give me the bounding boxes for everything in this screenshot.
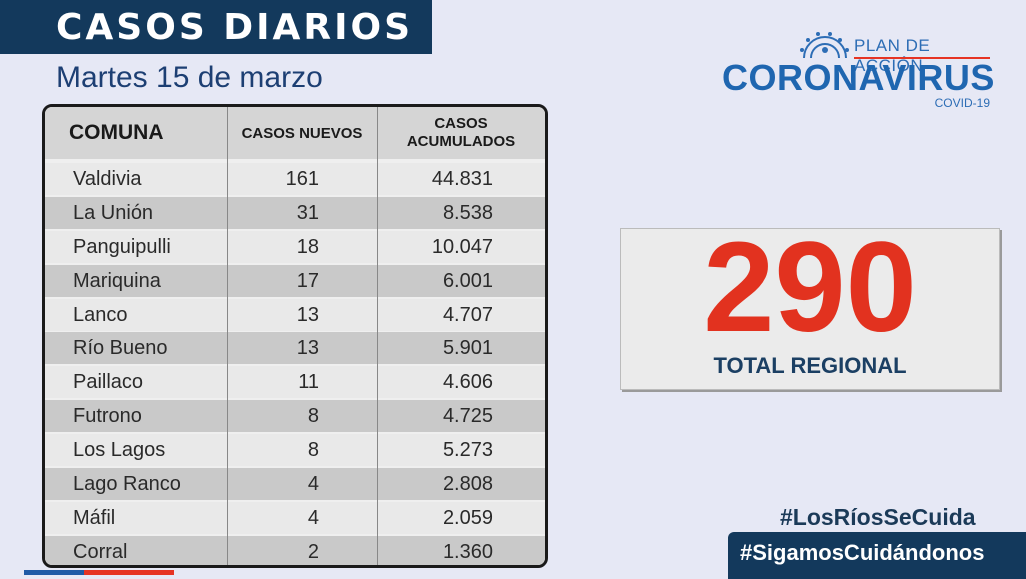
cell-casos-nuevos: 11 — [298, 371, 319, 394]
header-banner: CASOS DIARIOS — [0, 0, 432, 54]
logo-plan-text: PLAN DE ACCIÓN — [854, 36, 931, 75]
cell-casos-acumulados: 1.360 — [442, 540, 493, 563]
cell-casos-nuevos: 13 — [296, 303, 319, 326]
cell-casos-acumulados: 6.001 — [442, 269, 493, 292]
cell-comuna: Futrono — [73, 405, 142, 428]
footer-bar-blue — [24, 570, 84, 575]
cell-casos-nuevos: 8 — [307, 405, 319, 428]
footer-bar-red — [84, 570, 174, 575]
table-row: Mariquina 17 6.001 — [45, 264, 545, 297]
cell-casos-acumulados: 4.725 — [442, 405, 493, 428]
cell-casos-nuevos: 4 — [307, 506, 319, 529]
page-title: CASOS DIARIOS — [56, 7, 414, 48]
table-header: COMUNA CASOS NUEVOS CASOS ACUMULADOS — [45, 107, 545, 159]
table-row: Lanco 13 4.707 — [45, 298, 545, 331]
cell-casos-nuevos: 2 — [307, 540, 319, 563]
table-row: Corral 2 1.360 — [45, 535, 545, 565]
total-card: 290 TOTAL REGIONAL — [620, 223, 1000, 390]
cell-comuna: Corral — [73, 540, 128, 563]
cell-comuna: Lago Ranco — [73, 473, 181, 496]
cell-casos-nuevos: 4 — [307, 473, 319, 496]
cell-casos-acumulados: 2.808 — [442, 473, 493, 496]
header-casos-nuevos: CASOS NUEVOS — [241, 124, 363, 142]
cell-comuna: Mariquina — [73, 269, 161, 292]
table-row: Panguipulli 18 10.047 — [45, 230, 545, 263]
cell-casos-nuevos: 31 — [296, 201, 319, 224]
cell-casos-acumulados: 4.707 — [442, 303, 493, 326]
column-divider — [377, 107, 378, 565]
hashtag-banner: #SigamosCuidándonos — [728, 532, 1026, 579]
table-row: Río Bueno 13 5.901 — [45, 332, 545, 365]
cell-comuna: Panguipulli — [73, 235, 171, 258]
logo-underline — [854, 57, 990, 59]
date-label: Martes 15 de marzo — [56, 61, 323, 94]
table-row: La Unión 31 8.538 — [45, 196, 545, 229]
cell-casos-acumulados: 44.831 — [431, 168, 493, 190]
cell-casos-nuevos: 13 — [296, 337, 319, 360]
table-row: Lago Ranco 4 2.808 — [45, 468, 545, 501]
hashtag-los-rios: #LosRíosSeCuida — [780, 504, 976, 530]
cell-casos-acumulados: 2.059 — [442, 506, 493, 529]
cases-table: COMUNA CASOS NUEVOS CASOS ACUMULADOS Val… — [42, 104, 548, 568]
cell-comuna: Máfil — [73, 506, 116, 529]
cell-comuna: La Unión — [73, 201, 154, 224]
column-divider — [227, 107, 228, 565]
logo-sub-text: COVID-19 — [934, 96, 990, 110]
table-row: Valdivia 161 44.831 — [45, 163, 545, 195]
hashtag-sigamos: #SigamosCuidándonos — [740, 540, 985, 565]
total-label: TOTAL REGIONAL — [713, 353, 907, 378]
table-row: Máfil 4 2.059 — [45, 501, 545, 534]
table-row: Los Lagos 8 5.273 — [45, 434, 545, 467]
cell-casos-acumulados: 5.901 — [442, 337, 493, 360]
cell-casos-acumulados: 8.538 — [442, 201, 493, 224]
cell-comuna: Valdivia — [73, 168, 142, 190]
cell-casos-acumulados: 4.606 — [442, 371, 493, 394]
header-acum-line2: ACUMULADOS — [406, 133, 516, 150]
table-row: Futrono 8 4.725 — [45, 400, 545, 433]
table-body: Valdivia 161 44.831 La Unión 31 8.538 Panguipu… — [45, 163, 545, 565]
cell-casos-acumulados: 10.047 — [431, 235, 493, 258]
header-comuna: COMUNA — [69, 121, 164, 144]
cell-casos-nuevos: 18 — [296, 235, 319, 258]
cell-comuna: Paillaco — [73, 371, 144, 394]
cell-comuna: Los Lagos — [73, 439, 166, 462]
cell-casos-nuevos: 161 — [285, 168, 319, 190]
total-number: 290 — [703, 216, 917, 359]
header-casos-acumulados: CASOS ACUMULADOS — [377, 107, 545, 159]
coronavirus-logo: PLAN DE ACCIÓN CORONAVIRUS COVID-19 — [720, 30, 995, 112]
cell-casos-acumulados: 5.273 — [442, 439, 493, 462]
cell-comuna: Río Bueno — [73, 337, 168, 360]
logo-brand-text: CORONAVIRUS — [722, 57, 995, 98]
virus-icon — [800, 32, 849, 59]
cell-comuna: Lanco — [73, 303, 128, 326]
cell-casos-nuevos: 8 — [307, 439, 319, 462]
table-row: Paillaco 11 4.606 — [45, 366, 545, 399]
cell-casos-nuevos: 17 — [296, 269, 319, 292]
header-acum-line1: CASOS — [434, 115, 488, 132]
